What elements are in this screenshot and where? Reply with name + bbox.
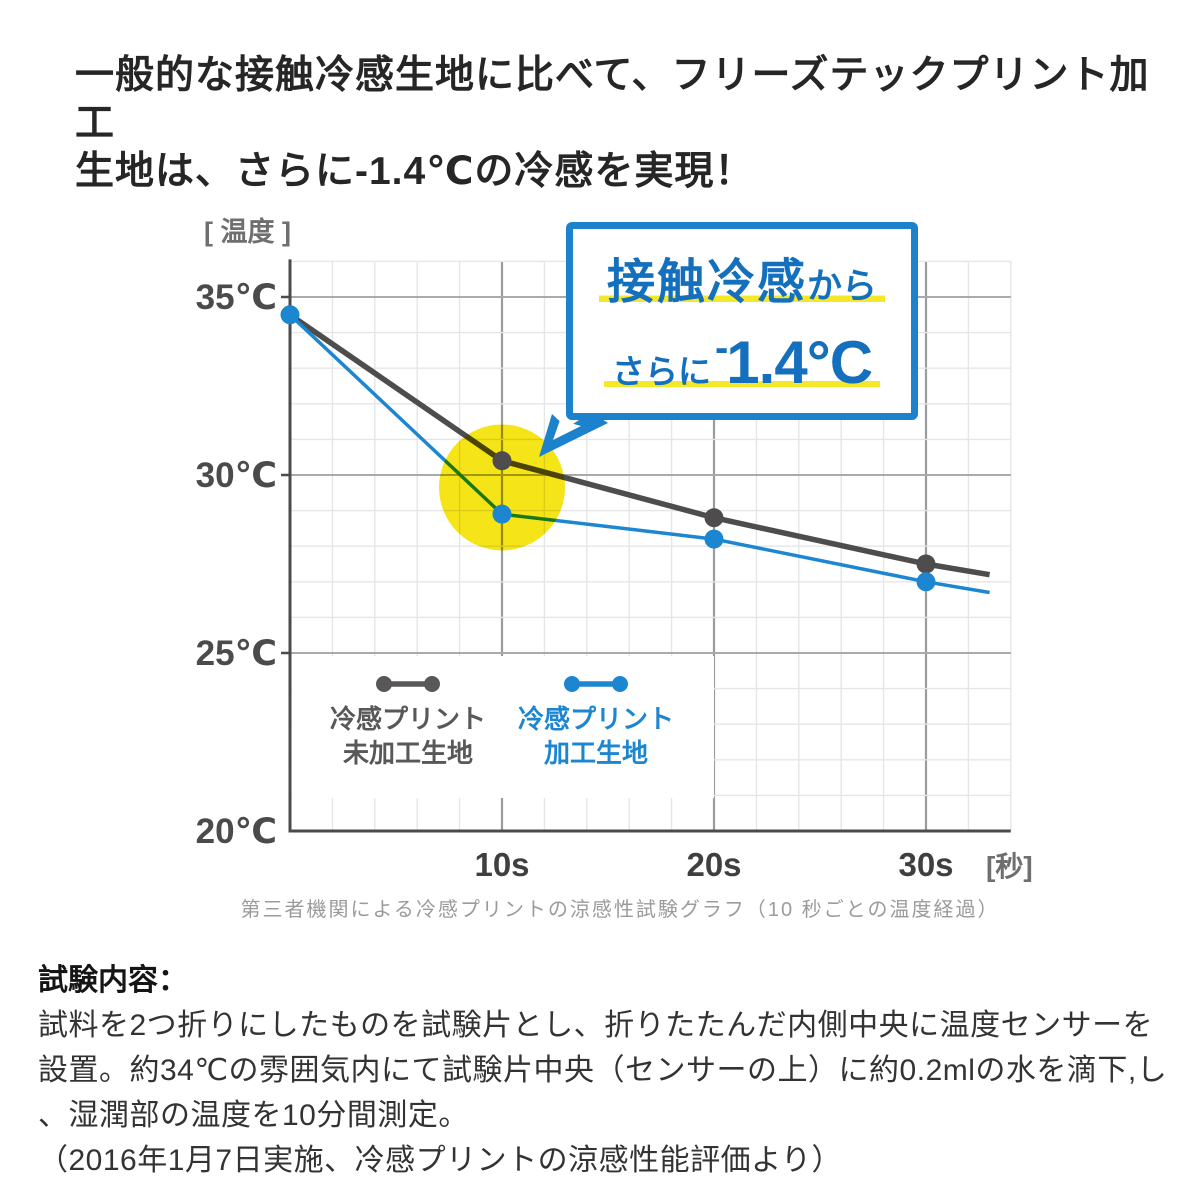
y-axis-labels: 35℃ 30℃ 25℃ 20℃ [ 温度 ] [196,216,291,851]
callout-text-prefix: さらに [611,353,711,390]
legend-item-unprocessed: 冷感プリント 未加工生地 [318,674,498,770]
svg-text:[ 温度 ]: [ 温度 ] [204,216,291,247]
page-title: 一般的な接触冷感生地に比べて、フリーズテックプリント加工 生地は、さらに-1.4… [75,52,1165,196]
callout-bubble: 接触冷感から さらに-1.4°C [566,222,918,420]
svg-text:25℃: 25℃ [196,634,277,673]
legend-item-processed: 冷感プリント 加工生地 [506,674,686,770]
callout-line2: さらに-1.4°C [573,328,911,393]
svg-text:[秒]: [秒] [986,851,1033,882]
legend-marker-processed-icon [564,676,628,692]
callout-highlight-2: さらに-1.4°C [603,328,881,393]
svg-text:30s: 30s [898,846,953,883]
svg-text:30℃: 30℃ [196,456,277,495]
chart-caption: 第三者機関による冷感プリントの涼感性試験グラフ（10 秒ごとの温度経過） [240,899,1000,921]
legend-label-processed-line2: 加工生地 [543,738,648,768]
legend-label-unprocessed-line1: 冷感プリント [329,704,486,734]
x-axis-labels: 10s 20s 30s [秒] [474,846,1032,883]
test-details-line4: （2016年1月7日実施、冷感プリントの涼感性能評価より） [38,1144,843,1177]
test-details-line3: 、湿潤部の温度を10分間測定。 [38,1099,469,1132]
callout-text-main: 接触冷感 [606,256,807,309]
legend-label-unprocessed-line2: 未加工生地 [342,738,473,768]
page-title-line1: 一般的な接触冷感生地に比べて、フリーズテックプリント加工 [75,54,1150,145]
legend-marker-unprocessed-icon [376,676,440,692]
svg-text:20℃: 20℃ [196,812,277,851]
callout-line1: 接触冷感から [573,259,911,307]
chart-legend: 冷感プリント 未加工生地 冷感プリント 加工生地 [292,656,714,798]
callout-value: 1.4°C [726,329,873,396]
test-details-heading: 試験内容： [38,964,188,997]
test-details-line1: 試料を2つ折りにしたものを試験片とし、折りたたんだ内側中央に温度センサーを [38,1009,1154,1042]
legend-label-processed-line1: 冷感プリント [517,704,674,734]
svg-text:10s: 10s [474,846,529,883]
page-title-line2: 生地は、さらに-1.4℃の冷感を実現！ [75,150,755,193]
test-details: 試験内容： 試料を2つ折りにしたものを試験片とし、折りたたんだ内側中央に温度セン… [38,958,1168,1183]
svg-text:35℃: 35℃ [196,278,277,317]
highlight-circle [439,424,565,551]
callout-text-suffix: から [807,267,878,306]
callout-highlight-1: 接触冷感から [598,259,886,307]
svg-text:20s: 20s [686,846,741,883]
callout-minus-sign: - [714,326,728,370]
test-details-line2: 設置。約34℃の雰囲気内にて試験片中央（センサーの上）に約0.2mlの水を滴下,… [38,1054,1168,1087]
